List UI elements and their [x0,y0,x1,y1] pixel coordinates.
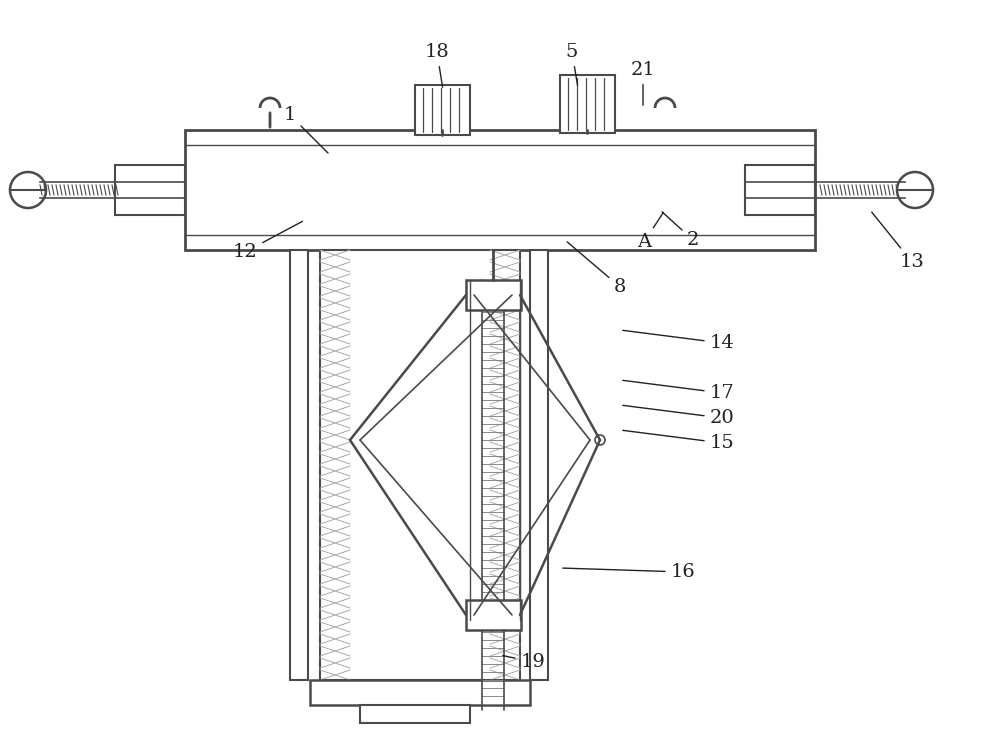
Bar [115,165,185,215]
Text: 20: 20 [623,406,734,427]
Bar [290,250,308,680]
Text: 19: 19 [503,653,545,671]
Text: 8: 8 [567,242,626,296]
Bar [530,250,548,680]
Bar [360,705,470,723]
Circle shape [511,291,519,299]
Bar [466,280,521,310]
Text: 15: 15 [623,431,734,452]
Circle shape [595,435,605,445]
Circle shape [644,165,700,221]
Circle shape [897,172,933,208]
Bar [185,130,815,250]
Text: 17: 17 [623,381,734,402]
Text: 5: 5 [566,43,578,85]
Bar [310,680,530,705]
Circle shape [511,611,519,619]
Bar [466,600,521,630]
Text: 13: 13 [872,212,924,271]
Bar [560,75,615,133]
Text: 12: 12 [233,222,303,261]
Text: 2: 2 [662,212,699,249]
Circle shape [467,291,475,299]
Circle shape [467,611,475,619]
Text: 18: 18 [425,43,449,88]
Text: 1: 1 [284,106,328,153]
Circle shape [10,172,46,208]
Circle shape [345,435,355,445]
Text: 14: 14 [623,330,734,352]
Bar [320,250,520,680]
Bar [745,165,815,215]
Text: A: A [637,212,663,251]
Text: 16: 16 [563,563,695,581]
Bar [415,85,470,135]
Text: 21: 21 [631,61,655,105]
